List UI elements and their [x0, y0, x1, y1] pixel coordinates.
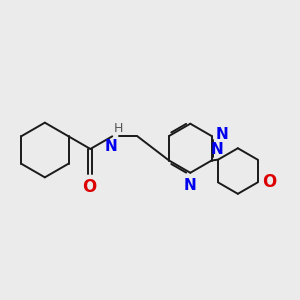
- Text: N: N: [210, 142, 223, 157]
- Text: H: H: [114, 122, 123, 135]
- Text: O: O: [82, 178, 96, 196]
- Text: N: N: [184, 178, 197, 193]
- Text: O: O: [262, 173, 277, 191]
- Text: N: N: [104, 139, 117, 154]
- Text: N: N: [216, 127, 229, 142]
